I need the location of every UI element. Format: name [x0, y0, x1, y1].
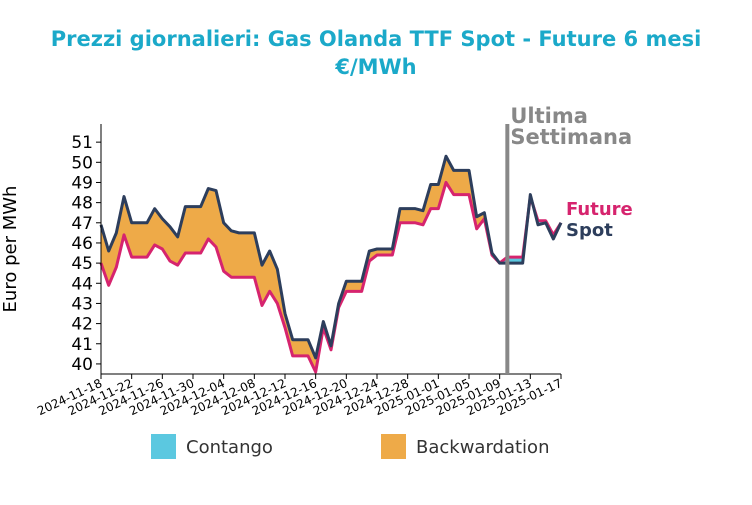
legend-backwardation-label[interactable]: Backwardation	[416, 437, 549, 458]
legend-backwardation-swatch[interactable]	[381, 434, 406, 459]
y-axis-label: Euro per MWh	[0, 186, 21, 313]
axes	[100, 124, 561, 375]
x-ticks: 2024-11-182024-11-222024-11-262024-11-30…	[35, 374, 564, 418]
y-tick-label: 43	[71, 294, 93, 314]
chart-title: Prezzi giornalieri: Gas Olanda TTF Spot …	[51, 27, 702, 51]
y-tick-label: 47	[71, 214, 93, 234]
last-week-label-line1: Ultima	[510, 104, 588, 128]
contango-area	[515, 257, 523, 264]
future-end-label: Future	[566, 199, 633, 220]
spot-end-label: Spot	[566, 220, 613, 241]
legend-contango-label[interactable]: Contango	[186, 437, 273, 458]
y-tick-label: 48	[71, 194, 93, 214]
backwardation-area	[101, 156, 561, 372]
y-tick-label: 44	[71, 274, 93, 294]
y-tick-label: 45	[71, 254, 93, 274]
y-tick-label: 51	[71, 133, 93, 153]
last-week-label-line2: Settimana	[510, 125, 632, 149]
y-tick-label: 49	[71, 173, 93, 193]
y-tick-label: 40	[71, 355, 93, 375]
legend-contango-swatch[interactable]	[151, 434, 176, 459]
line-layer	[99, 154, 563, 374]
spot-line	[99, 154, 563, 360]
y-tick-label: 41	[71, 335, 93, 355]
y-tick-label: 46	[71, 234, 93, 254]
chart-title-unit: €/MWh	[334, 55, 416, 79]
y-tick-label: 42	[71, 315, 93, 335]
y-tick-label: 50	[71, 153, 93, 173]
